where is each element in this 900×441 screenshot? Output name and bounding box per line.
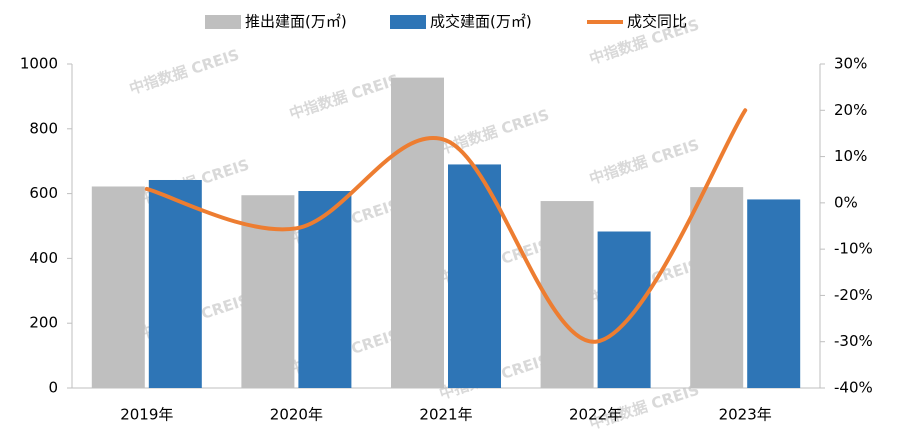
bar [448,164,501,388]
y-tick-label: 400 [29,249,58,267]
x-tick-label: 2019年 [120,406,173,424]
bar [597,231,651,388]
y2-tick-label: -10% [834,240,873,258]
y-tick-label: 200 [29,314,58,332]
y2-tick-label: 0% [834,193,858,211]
bar [91,186,145,388]
watermark: 中指数据 CREIS [287,71,401,123]
legend-label: 成交同比 [627,13,687,31]
y-tick-label: 0 [48,379,58,397]
y2-tick-label: 10% [834,147,867,165]
watermark: 中指数据 CREIS [127,46,241,98]
legend-label: 推出建面(万㎡) [245,13,347,31]
bar [690,187,744,388]
bar [391,77,444,388]
x-tick-label: 2020年 [270,406,323,424]
legend-swatch [205,15,241,29]
x-tick-label: 2022年 [569,406,622,424]
x-tick-label: 2021年 [419,406,472,424]
watermark: 中指数据 CREIS [587,136,701,188]
bar [747,199,801,388]
bar [298,191,352,388]
legend-swatch [390,15,426,29]
line [144,108,748,344]
y2-tick-label: -40% [834,379,873,397]
y2-tick-label: -30% [834,332,873,350]
y2-tick-label: 20% [834,101,867,119]
y-tick-label: 600 [29,184,58,202]
watermark: 中指数据 CREIS [437,106,551,158]
y-tick-label: 800 [29,119,58,137]
bar [148,179,202,388]
y2-tick-label: 30% [834,55,867,73]
bar [540,201,594,388]
y-tick-label: 1000 [20,55,58,73]
y2-tick-label: -20% [834,286,873,304]
x-tick-label: 2023年 [719,406,772,424]
legend-label: 成交建面(万㎡) [430,13,532,31]
